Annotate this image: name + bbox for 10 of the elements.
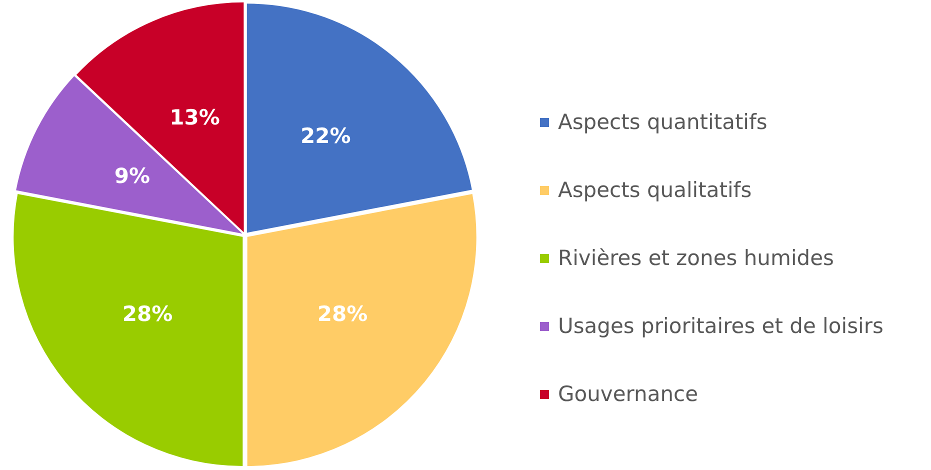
legend-label: Gouvernance [558, 382, 698, 406]
data-label: 28% [122, 302, 173, 326]
legend-label: Aspects qualitatifs [558, 178, 752, 202]
data-label: 28% [317, 302, 368, 326]
data-label: 13% [170, 105, 220, 130]
data-label: 9% [114, 164, 150, 188]
data-label: 22% [300, 124, 351, 148]
legend-label: Rivières et zones humides [558, 246, 834, 270]
legend-label: Usages prioritaires et de loisirs [558, 314, 884, 338]
legend-label: Aspects quantitatifs [558, 110, 768, 134]
